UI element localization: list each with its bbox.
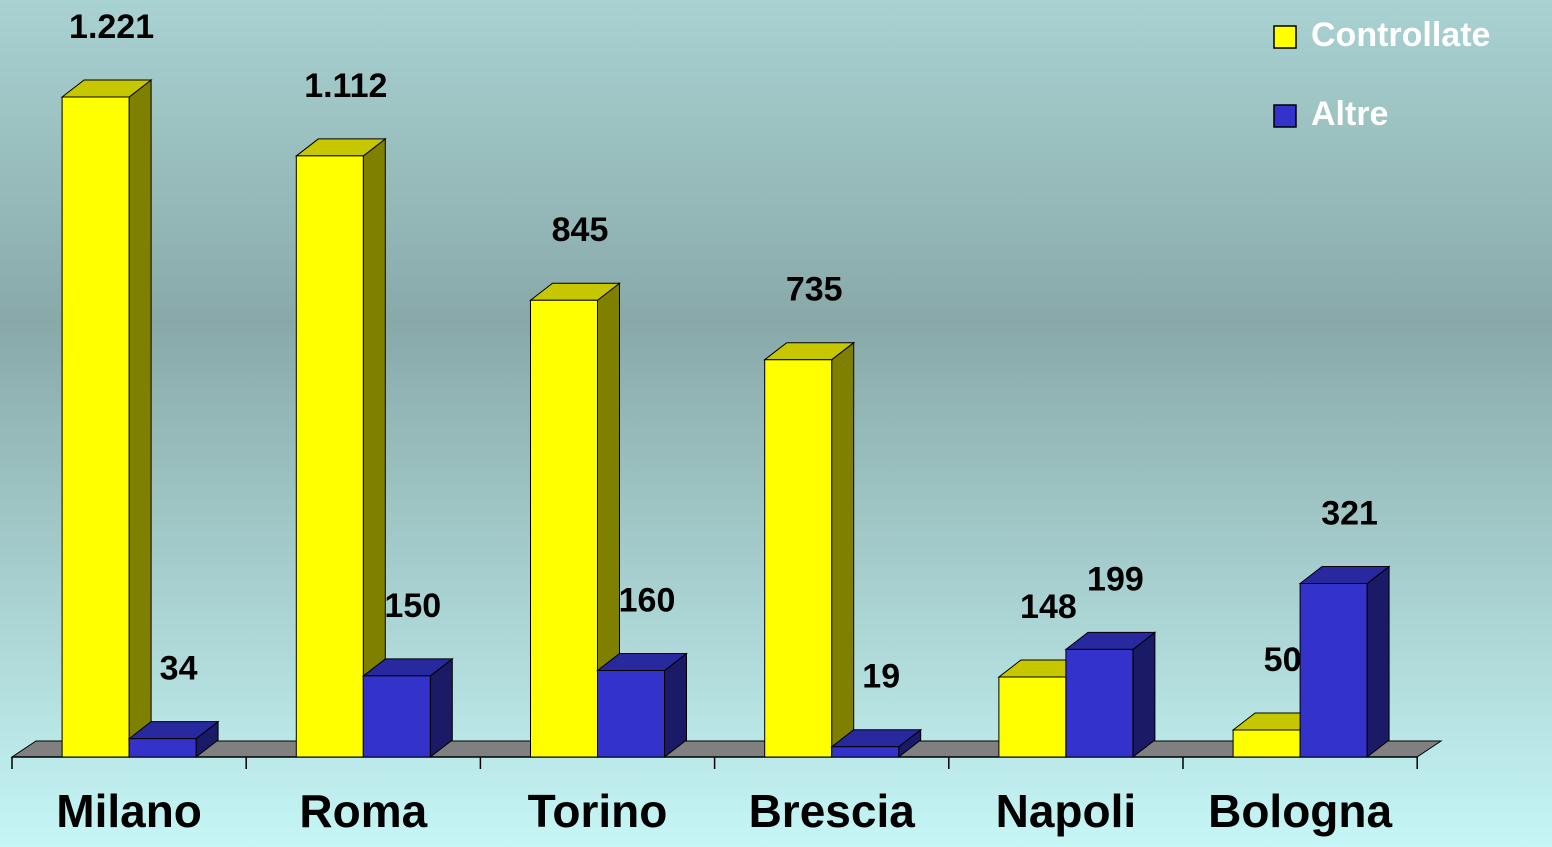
value-label: 199	[1087, 560, 1144, 598]
legend-swatch	[1273, 104, 1297, 128]
bar-face	[998, 676, 1067, 758]
bar	[294, 137, 387, 759]
bar	[60, 78, 153, 759]
legend-label: Controllate	[1311, 16, 1490, 54]
bar-face	[597, 670, 665, 758]
bar	[763, 341, 856, 759]
x-tick-label: Brescia	[749, 785, 916, 837]
bar-face	[128, 78, 152, 759]
bar-face	[831, 341, 855, 759]
bar-face	[1366, 565, 1390, 759]
value-label: 735	[786, 271, 843, 309]
x-tick-label: Roma	[299, 785, 427, 837]
x-tick-label: Bologna	[1208, 785, 1392, 837]
bar	[596, 652, 688, 759]
value-label: 1.221	[69, 8, 154, 46]
bar-face	[61, 96, 130, 758]
bar-face	[1065, 648, 1134, 758]
bar	[127, 720, 220, 759]
bar	[830, 728, 923, 759]
value-label: 148	[1020, 588, 1077, 626]
value-label: 845	[552, 211, 609, 249]
bar-face	[1299, 582, 1368, 758]
bar-face	[295, 155, 364, 758]
value-label: 160	[619, 581, 676, 619]
bar	[1298, 565, 1391, 759]
value-label: 34	[160, 650, 198, 688]
bar-face	[530, 299, 598, 758]
bar	[529, 282, 621, 759]
bar-face	[831, 746, 900, 758]
x-tick-label: Milano	[56, 785, 202, 837]
bar	[1064, 631, 1157, 759]
bar-face	[1232, 729, 1301, 758]
value-label: 1.112	[304, 67, 387, 105]
legend-label: Altre	[1311, 95, 1388, 133]
x-tick-label: Torino	[528, 785, 668, 837]
legend-swatch	[1273, 25, 1297, 49]
bar-face	[362, 675, 431, 758]
bar-face	[764, 359, 833, 758]
value-label: 50	[1264, 641, 1302, 679]
bar	[361, 657, 454, 759]
x-tick-label: Napoli	[996, 785, 1137, 837]
bar-face	[664, 652, 687, 759]
value-label: 19	[862, 658, 900, 696]
bar-face	[1132, 631, 1156, 759]
floor	[10, 740, 1443, 758]
bar-face	[128, 738, 197, 758]
value-label: 321	[1321, 494, 1378, 532]
value-label: 150	[384, 587, 441, 625]
